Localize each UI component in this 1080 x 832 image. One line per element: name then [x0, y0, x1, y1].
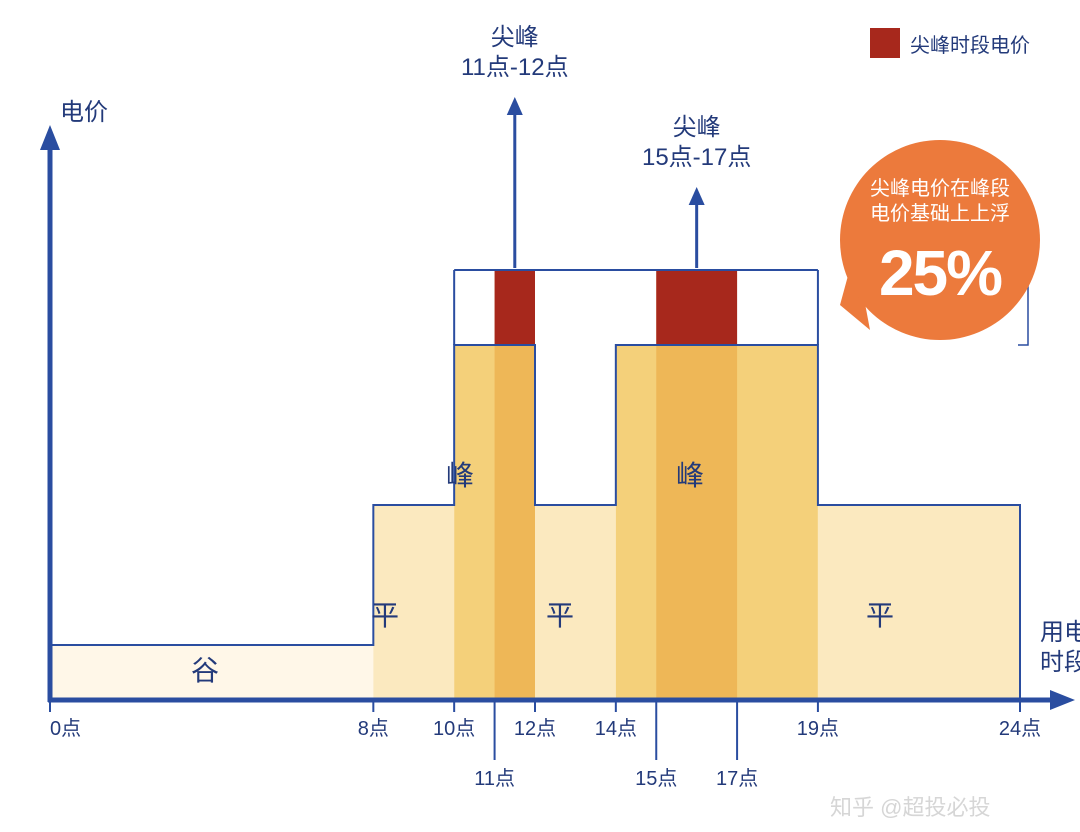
- x-tick-label: 0点: [50, 717, 81, 740]
- callout-subtitle: 15点-17点: [642, 144, 751, 171]
- region-label: 平: [546, 600, 574, 631]
- bubble-pct: 25%: [879, 237, 1002, 309]
- x-tick-label: 24点: [999, 717, 1041, 740]
- x-axis-label-1: 用电: [1040, 619, 1080, 646]
- region-label: 峰: [446, 460, 474, 491]
- region-label: 平: [866, 600, 894, 631]
- x-axis-label-2: 时段: [1040, 649, 1080, 676]
- bubble-line1: 尖峰电价在峰段: [870, 177, 1010, 200]
- region-平: [818, 505, 1020, 700]
- callout-title: 尖峰: [673, 114, 721, 141]
- callout-arrowhead: [689, 187, 705, 205]
- x-tick-label: 14点: [595, 717, 637, 740]
- legend-swatch: [870, 28, 900, 58]
- callout-arrowhead: [507, 97, 523, 115]
- bubble-line2: 电价基础上上浮: [870, 202, 1010, 225]
- x-subtick-label: 17点: [716, 767, 758, 790]
- callout-title: 尖峰: [491, 24, 539, 51]
- y-axis-label: 电价: [60, 99, 108, 126]
- callout-subtitle: 11点-12点: [461, 54, 569, 81]
- x-tick-label: 10点: [433, 717, 475, 740]
- watermark: 知乎 @超投必投: [830, 795, 990, 820]
- x-tick-label: 12点: [514, 717, 556, 740]
- region-label: 平: [371, 600, 399, 631]
- x-tick-label: 8点: [358, 717, 389, 740]
- region-label: 峰: [676, 460, 704, 491]
- x-subtick-label: 15点: [635, 767, 677, 790]
- spike-cap: [656, 270, 737, 345]
- x-subtick-label: 11点: [474, 767, 515, 790]
- region-label: 谷: [191, 655, 219, 686]
- spike-cap: [495, 270, 535, 345]
- x-tick-label: 19点: [797, 717, 839, 740]
- legend-label: 尖峰时段电价: [910, 34, 1030, 57]
